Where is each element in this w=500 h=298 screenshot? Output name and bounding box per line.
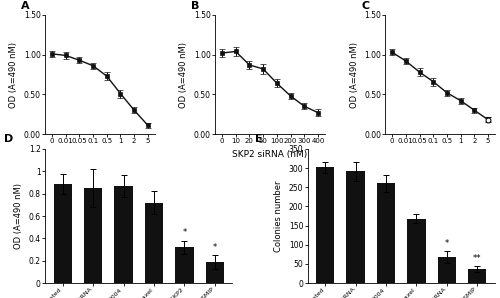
Y-axis label: OD (A=490 nM): OD (A=490 nM) xyxy=(14,183,23,249)
Text: D: D xyxy=(4,134,13,144)
Text: C: C xyxy=(361,1,369,11)
Bar xyxy=(408,219,426,283)
Text: E: E xyxy=(255,134,262,144)
Text: **: ** xyxy=(473,254,482,263)
Bar xyxy=(54,184,72,283)
Y-axis label: OD (A=490 nM): OD (A=490 nM) xyxy=(10,41,18,108)
Y-axis label: OD (A=490 nM): OD (A=490 nM) xyxy=(350,41,358,108)
Bar xyxy=(84,188,102,283)
Bar xyxy=(145,203,163,283)
Bar xyxy=(316,167,334,283)
Text: *: * xyxy=(212,243,217,252)
Text: A: A xyxy=(21,1,29,11)
Y-axis label: OD (A=490 nM): OD (A=490 nM) xyxy=(180,41,188,108)
X-axis label: SMIP004 (μM): SMIP004 (μM) xyxy=(409,150,471,159)
Text: B: B xyxy=(191,1,200,11)
Bar xyxy=(377,184,395,283)
Text: *: * xyxy=(445,239,449,248)
Bar xyxy=(468,269,486,283)
X-axis label: Paclitaxel (μM): Paclitaxel (μM) xyxy=(66,150,133,159)
Bar xyxy=(114,186,132,283)
Y-axis label: Colonies number: Colonies number xyxy=(274,180,283,252)
Text: *: * xyxy=(182,228,186,237)
Bar xyxy=(346,171,364,283)
Bar xyxy=(206,262,224,283)
Bar xyxy=(438,257,456,283)
Bar xyxy=(176,247,194,283)
X-axis label: SKP2 siRNA (nM): SKP2 siRNA (nM) xyxy=(232,150,308,159)
